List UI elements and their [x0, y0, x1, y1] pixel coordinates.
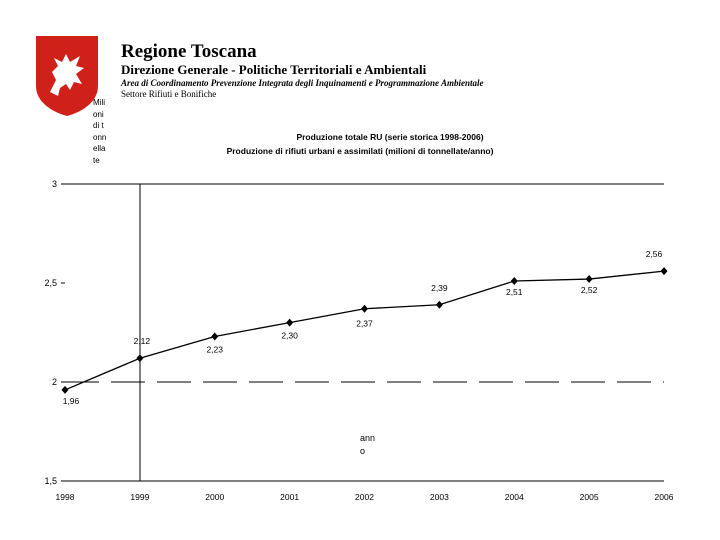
- x-tick-label: 2001: [280, 492, 299, 502]
- org-title: Regione Toscana: [121, 41, 257, 62]
- chart-title: Produzione totale RU (serie storica 1998…: [296, 132, 484, 142]
- x-tick-label: 2006: [655, 492, 674, 502]
- sector-subtitle: Settore Rifiuti e Bonifiche: [121, 89, 217, 99]
- area-subtitle: Area di Coordinamento Prevenzione Integr…: [121, 78, 484, 88]
- data-point: [585, 275, 593, 284]
- data-label: 2,12: [134, 336, 151, 346]
- data-point: [510, 277, 518, 286]
- pegasus-icon: [50, 54, 84, 96]
- data-point: [211, 332, 219, 341]
- data-point: [361, 304, 368, 313]
- x-tick-label: 1999: [130, 492, 149, 502]
- x-tick-label: 2003: [430, 492, 449, 502]
- x-tick-label: 2004: [505, 492, 524, 502]
- data-label: 2,39: [431, 283, 448, 293]
- data-label: 2,30: [281, 331, 298, 341]
- data-point: [435, 300, 443, 309]
- data-point: [61, 385, 69, 394]
- x-tick-label: 2002: [355, 492, 374, 502]
- series-line: [64, 270, 665, 391]
- x-tick-label: 2000: [205, 492, 224, 502]
- y-tick-label: 1,5: [44, 476, 57, 486]
- data-label: 2,51: [506, 287, 523, 297]
- x-tick-label: 2005: [580, 492, 599, 502]
- data-label: 2,56: [646, 249, 663, 259]
- x-tick-label: 1998: [56, 492, 75, 502]
- y-tick-label: 2: [52, 377, 57, 387]
- y-tick-label: 2,5: [44, 278, 57, 288]
- regione-toscana-logo: [36, 36, 98, 116]
- data-label: 2,37: [356, 319, 373, 329]
- y-axis-label: Milioni di tonnellate: [93, 98, 107, 165]
- data-label: 2,52: [581, 285, 598, 295]
- data-point: [286, 318, 294, 327]
- data-point: [136, 354, 144, 363]
- y-tick-label: 3: [52, 179, 57, 189]
- data-point: [660, 267, 668, 276]
- data-label: 2,23: [206, 344, 223, 354]
- chart-subtitle: Produzione di rifiuti urbani e assimilat…: [226, 146, 494, 156]
- department-title: Direzione Generale - Politiche Territori…: [121, 62, 427, 77]
- x-axis-label: anno: [360, 433, 376, 456]
- data-label: 1,96: [63, 396, 80, 406]
